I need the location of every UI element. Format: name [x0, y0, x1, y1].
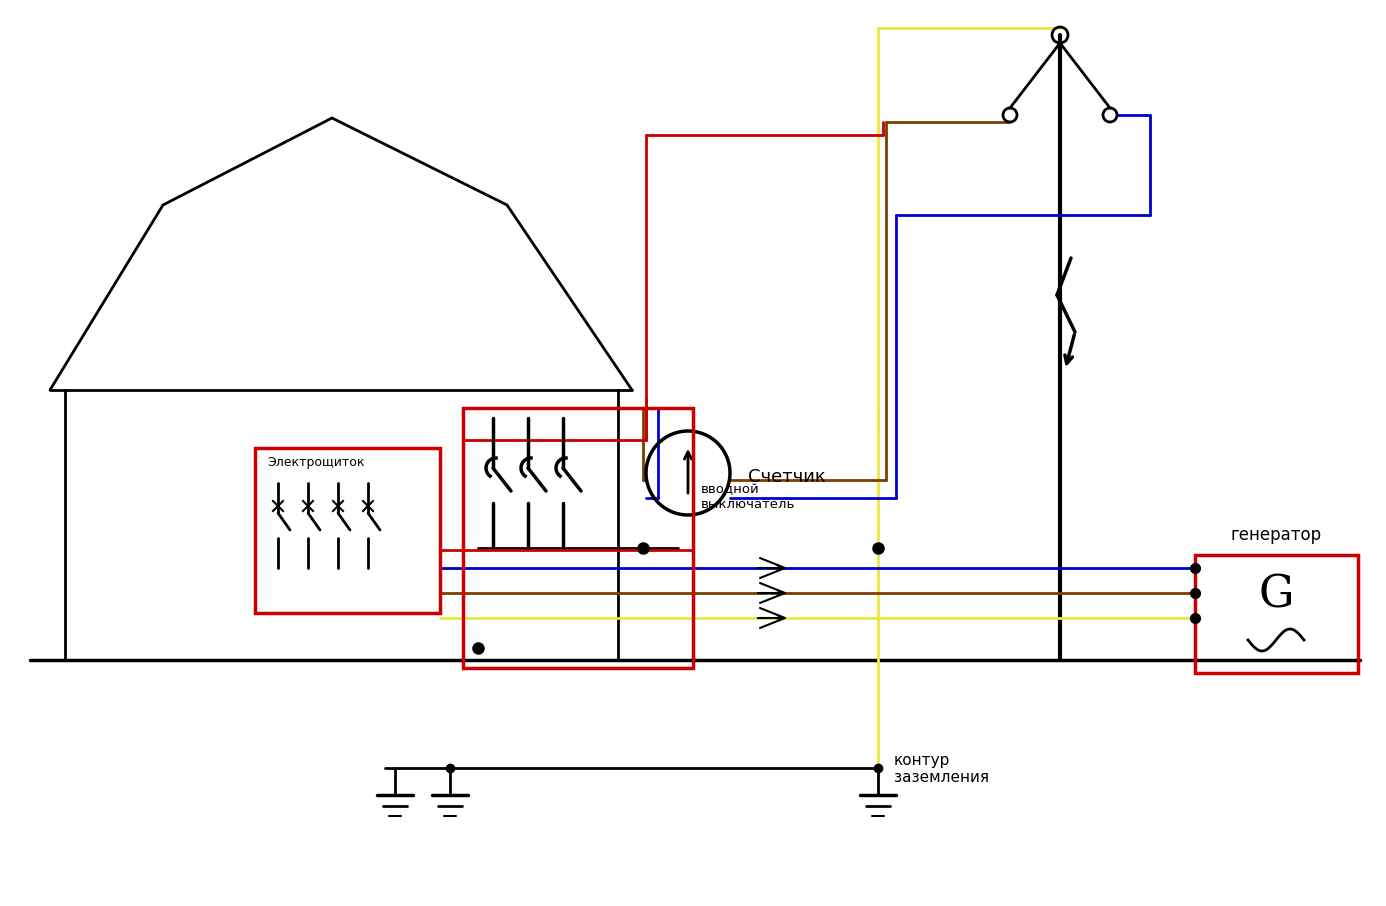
- Bar: [463, 408, 693, 668]
- Text: контур: контур: [894, 753, 951, 767]
- Text: вводной: вводной: [701, 483, 760, 496]
- Bar: [255, 448, 439, 613]
- Text: Счетчик: Счетчик: [748, 468, 826, 486]
- Bar: [1195, 555, 1358, 673]
- Text: выключатель: выключатель: [701, 498, 796, 511]
- Text: заземления: заземления: [894, 770, 990, 786]
- Text: генератор: генератор: [1231, 526, 1322, 544]
- Text: G: G: [1258, 573, 1293, 617]
- Text: Электрощиток: Электрощиток: [267, 456, 365, 469]
